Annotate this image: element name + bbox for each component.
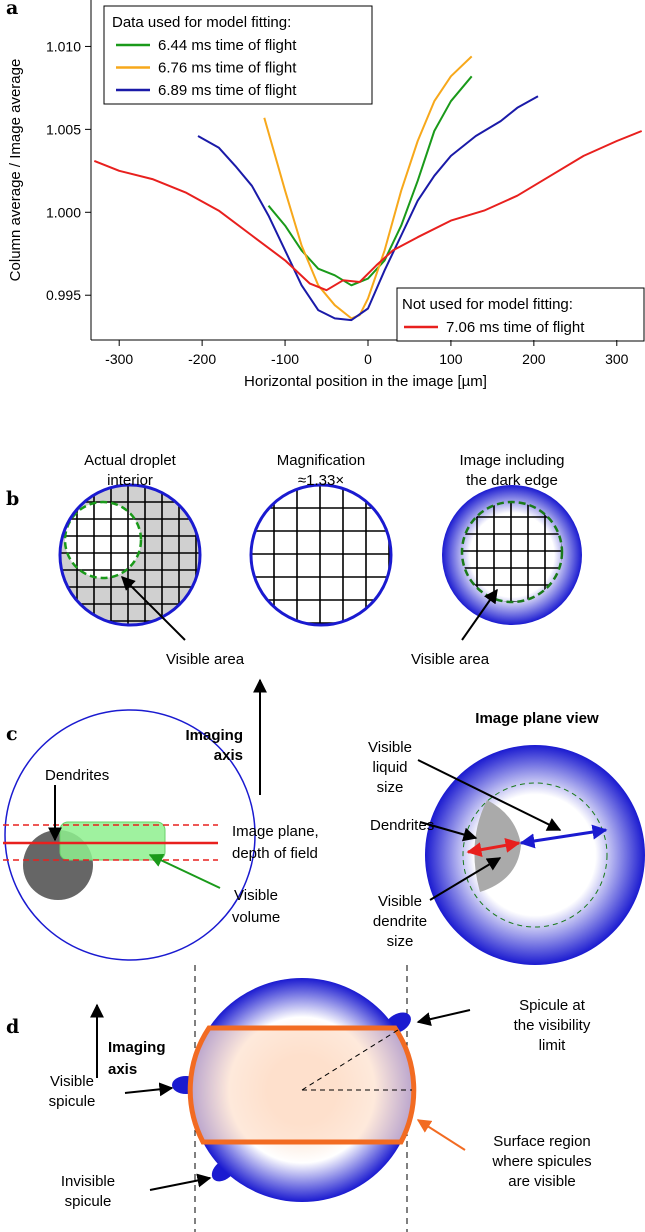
- y-tick-label: 1.010: [46, 38, 81, 54]
- label-line: interior: [107, 472, 153, 489]
- data-line: [94, 131, 641, 290]
- label: Magnification ≈1.33×: [277, 452, 365, 489]
- x-tick-label: -100: [271, 351, 299, 367]
- y-tick-label: 0.995: [46, 287, 81, 303]
- x-tick-label: -300: [105, 351, 133, 367]
- label-line: Imaging: [108, 1039, 166, 1056]
- label: Image plane view: [475, 710, 599, 727]
- label: Visible liquid size: [368, 739, 412, 796]
- label: Spicule at the visibility limit: [514, 997, 591, 1054]
- legend-title: Not used for model fitting:: [402, 296, 573, 313]
- label-line: Imaging: [185, 727, 243, 744]
- label: Visible volume: [232, 887, 280, 926]
- y-tick-label: 1.005: [46, 121, 81, 137]
- legend-title: Data used for model fitting:: [112, 14, 291, 31]
- legend-entry: 6.76 ms time of flight: [158, 60, 297, 77]
- label-line: Spicule at: [519, 997, 586, 1014]
- label: Dendrites: [370, 817, 434, 834]
- label-line: liquid: [372, 759, 407, 776]
- label: Actual droplet interior: [84, 452, 177, 489]
- label-line: axis: [214, 747, 243, 764]
- label: Imaging axis: [108, 1039, 166, 1078]
- y-axis-label: Column average / Image average: [7, 59, 24, 282]
- figure: a b c d 0.995 1.000 1.005 1.010 -300 -200 -100 0 100…: [0, 0, 645, 1232]
- label-line: spicule: [49, 1093, 96, 1110]
- magnified-droplet: [251, 485, 391, 625]
- label: Visible spicule: [49, 1073, 96, 1110]
- x-tick-label: -200: [188, 351, 216, 367]
- label: Invisible spicule: [61, 1173, 115, 1210]
- label-line: Actual droplet: [84, 452, 177, 469]
- label-line: where spicules: [491, 1153, 591, 1170]
- data-line: [269, 76, 472, 285]
- label: Visible area: [166, 651, 245, 668]
- panel-label: c: [6, 723, 18, 745]
- legend-entry: 6.89 ms time of flight: [158, 82, 297, 99]
- label-line: Visible: [378, 893, 422, 910]
- label-line: the dark edge: [466, 472, 558, 489]
- y-tick-label: 1.000: [46, 204, 81, 220]
- label-line: Magnification: [277, 452, 365, 469]
- label-line: size: [377, 779, 404, 796]
- label-line: Visible: [234, 887, 278, 904]
- label-line: depth of field: [232, 845, 318, 862]
- label-line: size: [387, 933, 414, 950]
- label-line: volume: [232, 909, 280, 926]
- arrow: [418, 1120, 465, 1150]
- x-tick-label: 200: [522, 351, 546, 367]
- label-line: Visible: [50, 1073, 94, 1090]
- x-tick-label: 300: [605, 351, 629, 367]
- panel-label: d: [6, 1016, 19, 1038]
- label-line: Image including: [459, 452, 564, 469]
- label-line: Visible: [368, 739, 412, 756]
- label-line: Invisible: [61, 1173, 115, 1190]
- label: Surface region where spicules are visible: [491, 1133, 591, 1190]
- panel-label: a: [6, 0, 18, 19]
- panel-label: b: [6, 488, 19, 510]
- label-line: ≈1.33×: [298, 472, 344, 489]
- label: Dendrites: [45, 767, 109, 784]
- label-line: spicule: [65, 1193, 112, 1210]
- arrow: [125, 1088, 172, 1093]
- data-line: [198, 96, 538, 320]
- image-plane-disk: [425, 745, 645, 965]
- label: Image including the dark edge: [459, 452, 564, 489]
- label-line: the visibility: [514, 1017, 591, 1034]
- label: Visible dendrite size: [373, 893, 427, 950]
- arrow: [418, 1010, 470, 1022]
- x-axis-label: Horizontal position in the image [µm]: [244, 373, 487, 390]
- label-line: limit: [539, 1037, 566, 1054]
- arrow: [150, 1178, 210, 1190]
- legend-entry: 6.44 ms time of flight: [158, 37, 297, 54]
- label: Visible area: [411, 651, 490, 668]
- label-line: dendrite: [373, 913, 427, 930]
- label-line: Surface region: [493, 1133, 591, 1150]
- image-with-dark-edge: [442, 485, 582, 625]
- legend-entry: 7.06 ms time of flight: [446, 319, 585, 336]
- visible-volume: [60, 822, 165, 860]
- label-line: Image plane,: [232, 823, 319, 840]
- label-line: are visible: [508, 1173, 576, 1190]
- surface-region: [190, 1028, 414, 1142]
- x-tick-label: 100: [439, 351, 463, 367]
- droplet-interior: [60, 485, 200, 625]
- x-tick-label: 0: [364, 351, 372, 367]
- label-line: axis: [108, 1061, 137, 1078]
